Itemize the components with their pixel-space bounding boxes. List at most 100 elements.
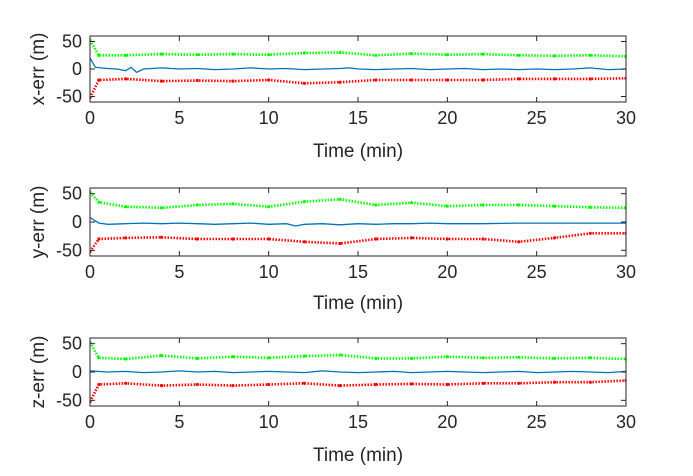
- lower-bound-point: [97, 382, 101, 387]
- x-tick-label: 25: [527, 262, 547, 282]
- upper-bound-point: [267, 356, 271, 360]
- x-tick-label: 15: [348, 108, 368, 128]
- x-tick-label: 10: [259, 412, 279, 432]
- x-tick-label: 5: [174, 262, 184, 282]
- lower-bound-point: [267, 382, 271, 387]
- upper-bound-point: [552, 204, 557, 208]
- lower-bound-point: [481, 237, 485, 241]
- x-tick-label: 0: [85, 412, 95, 432]
- lower-bound-point: [588, 380, 592, 384]
- upper-bound-point: [588, 205, 592, 209]
- upper-bound-point: [410, 356, 414, 360]
- upper-bound-point: [97, 356, 101, 360]
- lower-bound-point: [231, 79, 235, 83]
- lower-bound-point: [552, 77, 557, 81]
- lower-bound-point: [97, 78, 101, 82]
- lower-bound-point: [517, 77, 521, 81]
- plot-area: [90, 38, 626, 100]
- upper-bound-point: [517, 355, 521, 359]
- upper-bound-point: [374, 53, 378, 57]
- upper-bound-point: [517, 203, 521, 207]
- lower-bound-point: [481, 78, 485, 82]
- lower-bound-point: [410, 236, 414, 240]
- upper-bound-series: [90, 341, 626, 361]
- lower-bound-point: [195, 237, 199, 241]
- upper-bound-point: [410, 52, 414, 56]
- x-tick-label: 20: [437, 108, 457, 128]
- lower-bound-point: [374, 78, 378, 82]
- lower-bound-point: [267, 237, 271, 241]
- lower-bound-point: [231, 384, 235, 388]
- x-axis-label: Time (min): [313, 141, 403, 162]
- upper-bound-point: [588, 356, 592, 360]
- x-tick-label: 15: [348, 262, 368, 282]
- x-tick-label: 10: [259, 108, 279, 128]
- upper-bound-point: [338, 197, 342, 201]
- lower-bound-point: [302, 240, 306, 244]
- y-tick-label: -50: [56, 240, 82, 260]
- upper-bound-point: [195, 356, 199, 360]
- upper-bound-point: [124, 357, 128, 361]
- lower-bound-point: [445, 78, 449, 82]
- error-series-line: [90, 370, 626, 374]
- x-tick-label: 10: [259, 262, 279, 282]
- x-tick-label: 15: [348, 412, 368, 432]
- y-axis-label: z-err (m): [28, 336, 49, 409]
- x-tick-label: 30: [616, 412, 636, 432]
- upper-bound-point: [338, 50, 342, 55]
- axes-box: [89, 187, 627, 257]
- lower-bound-point: [195, 78, 199, 83]
- upper-bound-point: [445, 355, 449, 359]
- lower-bound-point: [481, 381, 485, 385]
- lower-bound-point: [445, 382, 449, 387]
- y-tick-label: -50: [56, 87, 82, 107]
- upper-bound-point: [445, 53, 449, 57]
- upper-bound-point: [159, 206, 164, 210]
- y-axis-label: x-err (m): [28, 33, 49, 106]
- upper-bound-point: [195, 53, 199, 57]
- upper-bound-point: [231, 355, 235, 359]
- upper-bound-point: [97, 200, 101, 204]
- upper-bound-point: [588, 53, 592, 57]
- lower-bound-point: [517, 381, 521, 385]
- x-axis-label: Time (min): [313, 445, 403, 466]
- upper-bound-series: [90, 39, 626, 58]
- upper-bound-point: [159, 354, 164, 358]
- plot-area: [90, 340, 626, 404]
- y-axis-label: y-err (m): [28, 186, 49, 259]
- x-tick-label: 20: [437, 412, 457, 432]
- upper-bound-point: [124, 53, 128, 57]
- error-series-line: [90, 216, 626, 227]
- lower-bound-point: [159, 79, 164, 83]
- y-tick-label: -50: [56, 390, 82, 410]
- lower-bound-series: [90, 379, 626, 403]
- lower-bound-point: [338, 384, 342, 388]
- x-axis-label: Time (min): [313, 293, 403, 314]
- lower-bound-point: [338, 80, 342, 84]
- x-tick-label: 30: [616, 262, 636, 282]
- x-tick-label: 0: [85, 108, 95, 128]
- lower-bound-point: [374, 382, 378, 387]
- lower-bound-point: [267, 78, 271, 82]
- upper-bound-point: [231, 52, 235, 56]
- x-tick-label: 25: [527, 412, 547, 432]
- lower-bound-series: [90, 77, 626, 99]
- lower-bound-point: [124, 236, 128, 240]
- lower-bound-point: [97, 237, 101, 241]
- y-tick-label: 0: [72, 59, 82, 79]
- upper-bound-point: [374, 203, 378, 207]
- lower-bound-point: [159, 384, 164, 388]
- lower-bound-point: [410, 78, 414, 82]
- lower-bound-point: [302, 381, 306, 385]
- upper-bound-point: [302, 354, 306, 358]
- upper-bound-point: [410, 201, 414, 205]
- lower-bound-point: [338, 241, 342, 246]
- lower-bound-point: [159, 235, 164, 239]
- y-tick-label: 0: [72, 362, 82, 382]
- lower-bound-point: [517, 240, 521, 244]
- upper-bound-point: [552, 356, 557, 360]
- upper-bound-point: [267, 53, 271, 57]
